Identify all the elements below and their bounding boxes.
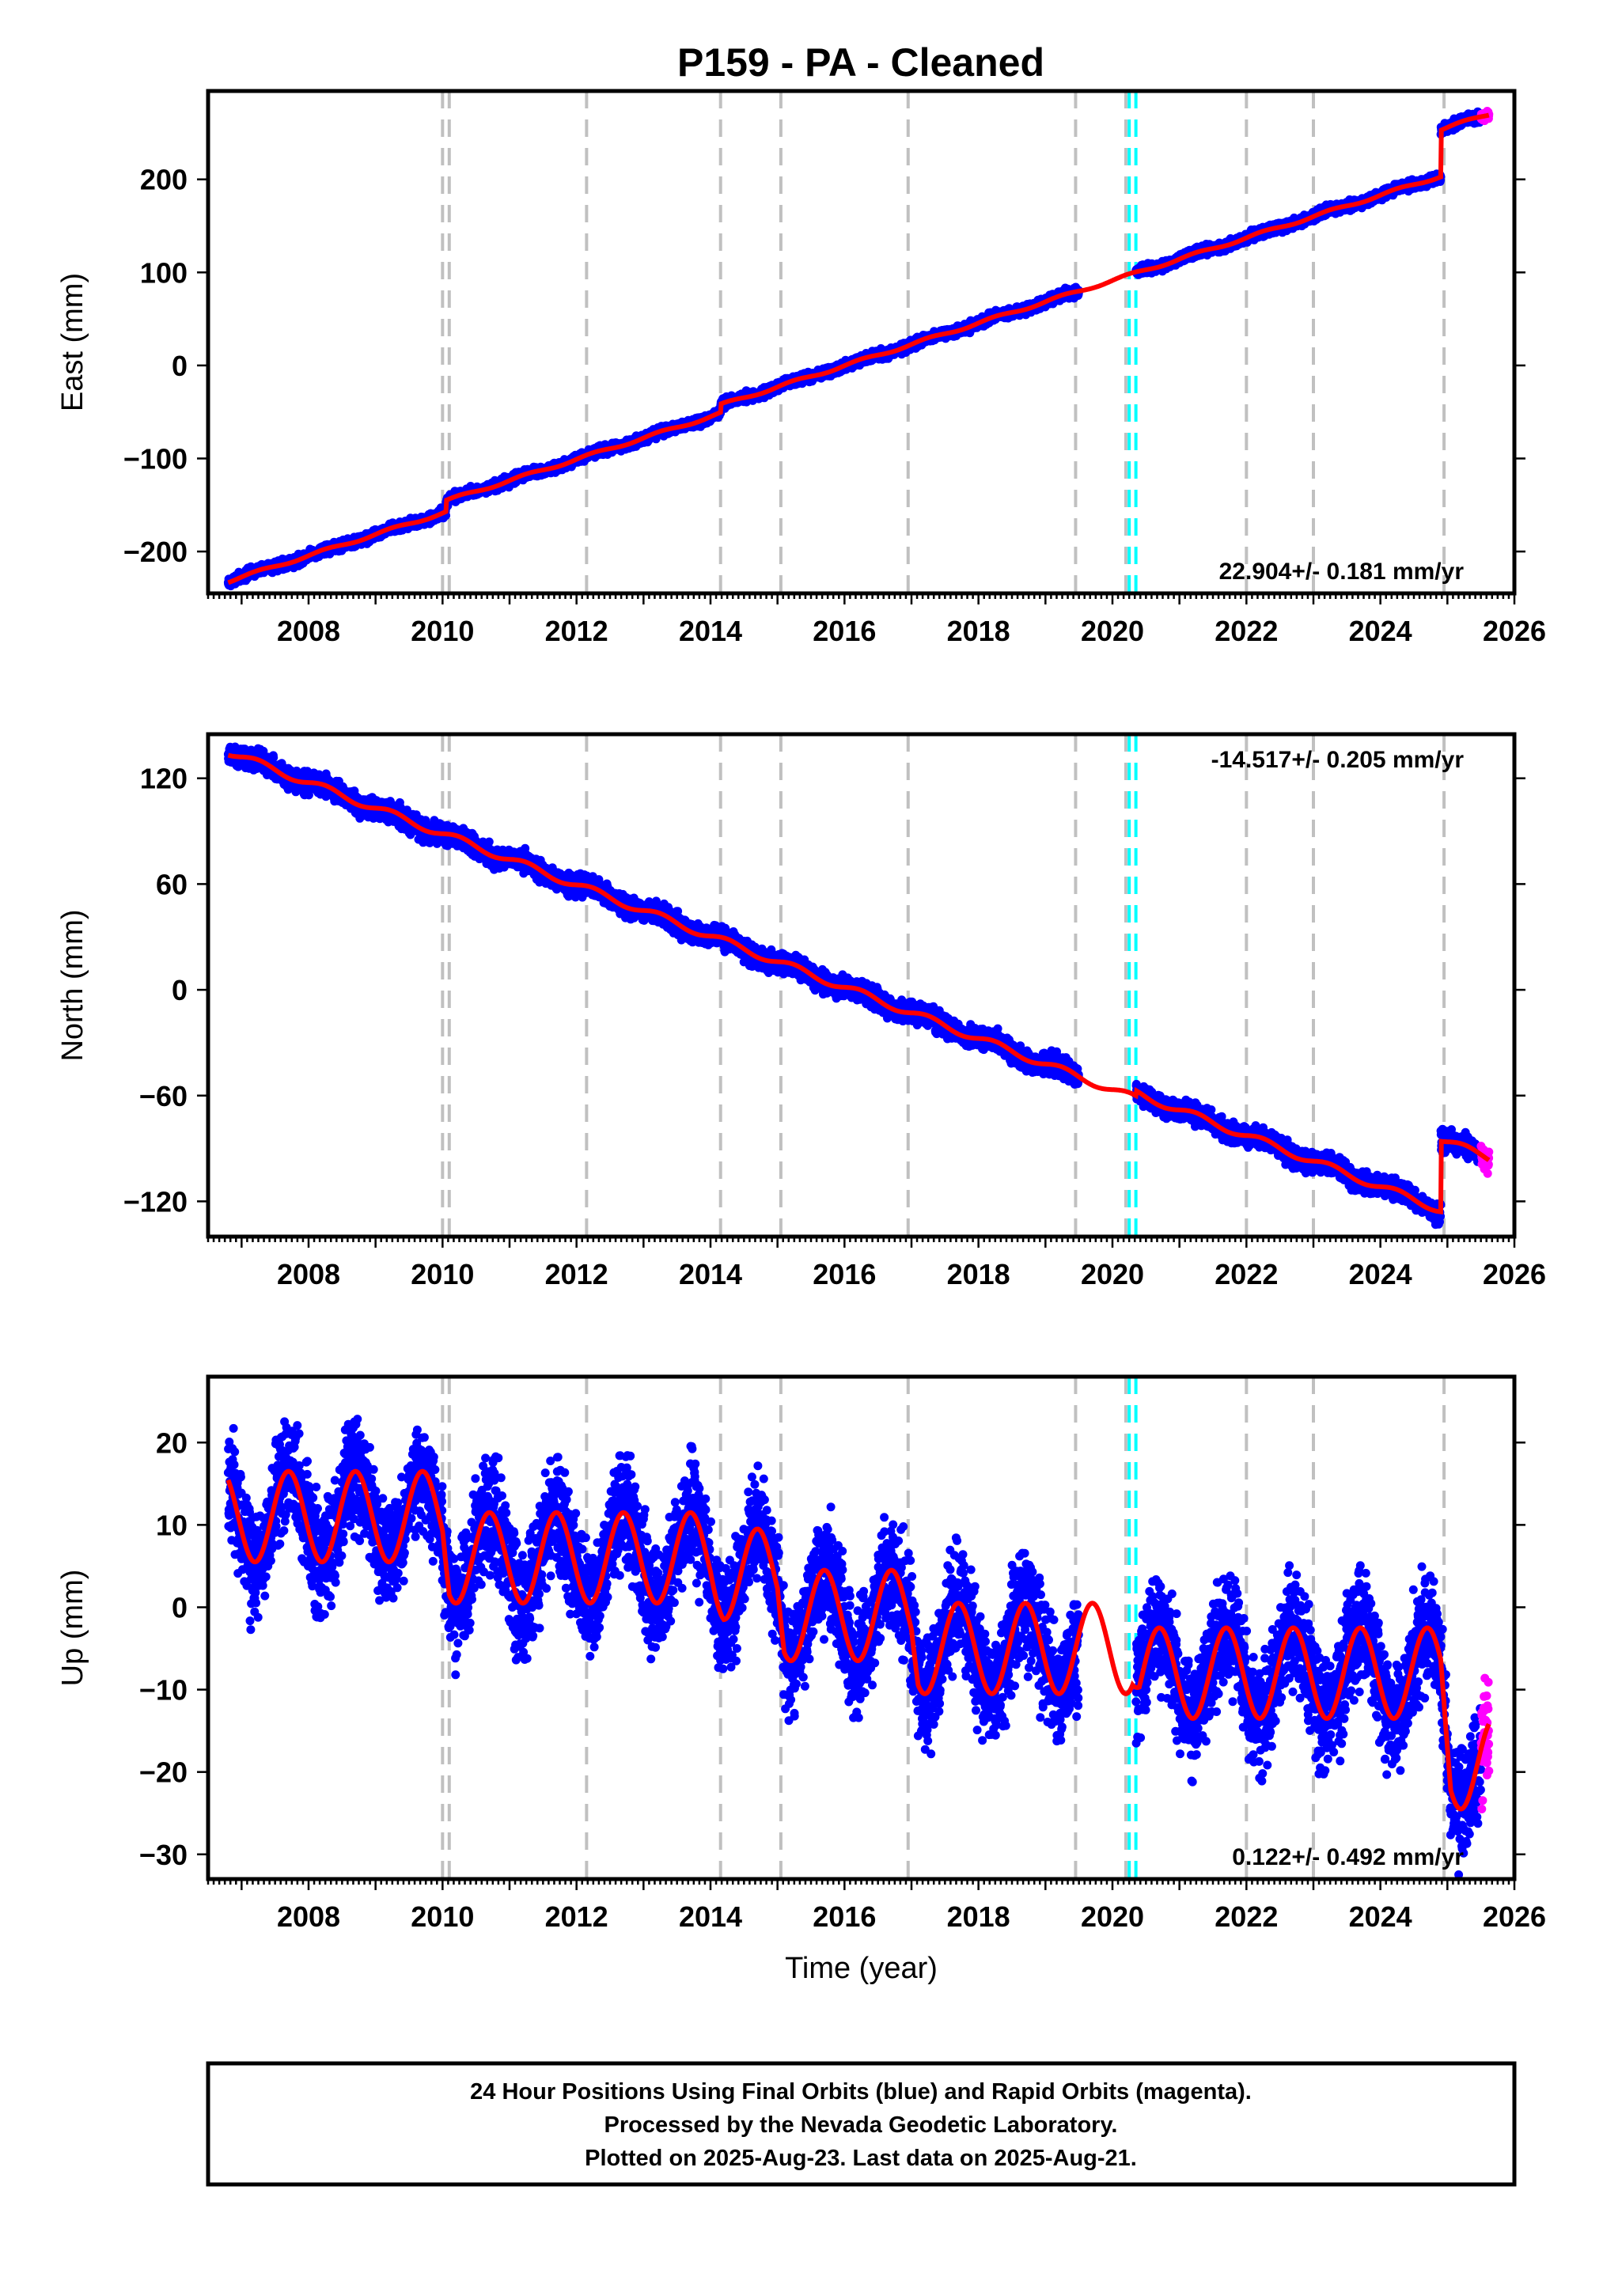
x-tick-label: 2014	[679, 1258, 742, 1290]
x-tick-label: 2020	[1081, 1258, 1144, 1290]
x-tick-label: 2010	[411, 1900, 474, 1933]
x-tick-label: 2026	[1483, 1258, 1546, 1290]
x-tick-label: 2012	[545, 1258, 608, 1290]
y-tick-label: 0	[172, 974, 188, 1006]
footer-line-2: Processed by the Nevada Geodetic Laborat…	[604, 2112, 1118, 2138]
y-tick-label: 100	[140, 256, 188, 289]
x-axis: 2008 2010 2012 2014 2016 2018 2020 2022 2024 2026	[207, 1237, 1546, 1290]
footer-line-1: 24 Hour Positions Using Final Orbits (bl…	[470, 2079, 1252, 2105]
footer-box: 24 Hour Positions Using Final Orbits (bl…	[206, 2061, 1517, 2187]
x-tick-label: 2026	[1483, 615, 1546, 647]
x-tick-label: 2018	[947, 615, 1010, 647]
y-tick-label: −10	[139, 1674, 188, 1707]
final-orbit-points	[223, 107, 1486, 591]
x-tick-label: 2010	[411, 1258, 474, 1290]
velocity-label: 22.904+/- 0.181 mm/yr	[1219, 559, 1465, 585]
x-tick-label: 2022	[1215, 1258, 1278, 1290]
x-tick-label: 2012	[545, 1900, 608, 1933]
footer-line-3: Plotted on 2025-Aug-23. Last data on 202…	[585, 2146, 1137, 2171]
x-tick-label: 2022	[1215, 615, 1278, 647]
velocity-label: -14.517+/- 0.205 mm/yr	[1211, 747, 1465, 773]
x-tick-label: 2022	[1215, 1900, 1278, 1933]
x-axis-label: Time (year)	[785, 1952, 938, 1985]
x-tick-label: 2024	[1349, 1258, 1412, 1290]
y-tick-label: −30	[139, 1839, 188, 1871]
y-axis-label: Up (mm)	[56, 1570, 89, 1687]
y-tick-label: −100	[123, 442, 188, 475]
x-tick-label: 2020	[1081, 615, 1144, 647]
x-tick-label: 2016	[813, 1900, 876, 1933]
x-tick-label: 2026	[1483, 1900, 1546, 1933]
y-tick-label: −200	[123, 536, 188, 568]
y-tick-label: 20	[156, 1426, 188, 1459]
x-tick-label: 2014	[679, 1900, 742, 1933]
x-tick-label: 2018	[947, 1258, 1010, 1290]
y-tick-label: 0	[172, 350, 188, 382]
x-tick-label: 2016	[813, 1258, 876, 1290]
y-tick-label: 10	[156, 1509, 188, 1541]
y-axis-label: North (mm)	[56, 909, 89, 1061]
y-tick-label: 60	[156, 868, 188, 900]
x-tick-label: 2014	[679, 615, 742, 647]
data-points	[223, 107, 1494, 591]
model-fit-line	[225, 1468, 1491, 1812]
data-points	[223, 1415, 1494, 1879]
x-tick-label: 2024	[1349, 1900, 1412, 1933]
x-axis: 2008 2010 2012 2014 2016 2018 2020 2022 2024 2026	[207, 593, 1546, 647]
up-panel: 2008 2010 2012 2014 2016 2018 2020 2022 2024 2026…	[56, 1374, 1546, 1985]
north-panel: 2008 2010 2012 2014 2016 2018 2020 2022 2024 2026…	[56, 732, 1546, 1290]
x-tick-label: 2008	[277, 1258, 340, 1290]
x-axis: 2008 2010 2012 2014 2016 2018 2020 2022 2024 2026…	[207, 1879, 1546, 1985]
x-tick-label: 2010	[411, 615, 474, 647]
y-tick-label: −120	[123, 1185, 188, 1218]
model-fit-line	[227, 752, 1491, 1215]
final-orbit-points	[223, 1415, 1486, 1879]
x-tick-label: 2018	[947, 1900, 1010, 1933]
model-fit-line	[227, 112, 1490, 585]
data-points	[223, 742, 1494, 1229]
y-tick-label: 120	[140, 763, 188, 795]
x-tick-label: 2024	[1349, 615, 1412, 647]
y-axis: −30 −20 −10 0 10 20 Up (mm)	[56, 1426, 1525, 1871]
x-tick-label: 2016	[813, 615, 876, 647]
velocity-label: 0.122+/- 0.492 mm/yr	[1232, 1844, 1464, 1870]
y-axis: −200 −100 0 100 200 East (mm)	[56, 164, 1525, 568]
rapid-orbit-points	[1476, 1673, 1494, 1813]
east-panel: 2008 2010 2012 2014 2016 2018 2020 2022 2024 2026…	[56, 89, 1546, 647]
y-axis: −120 −60 0 60 120 North (mm)	[56, 763, 1525, 1218]
figure-title: P159 - PA - Cleaned	[677, 40, 1044, 85]
y-tick-label: −20	[139, 1756, 188, 1789]
y-axis-label: East (mm)	[56, 273, 89, 411]
x-tick-label: 2020	[1081, 1900, 1144, 1933]
y-tick-label: 0	[172, 1591, 188, 1623]
y-tick-label: −60	[139, 1080, 188, 1112]
x-tick-label: 2008	[277, 615, 340, 647]
x-tick-label: 2012	[545, 615, 608, 647]
y-tick-label: 200	[140, 164, 188, 196]
x-tick-label: 2008	[277, 1900, 340, 1933]
